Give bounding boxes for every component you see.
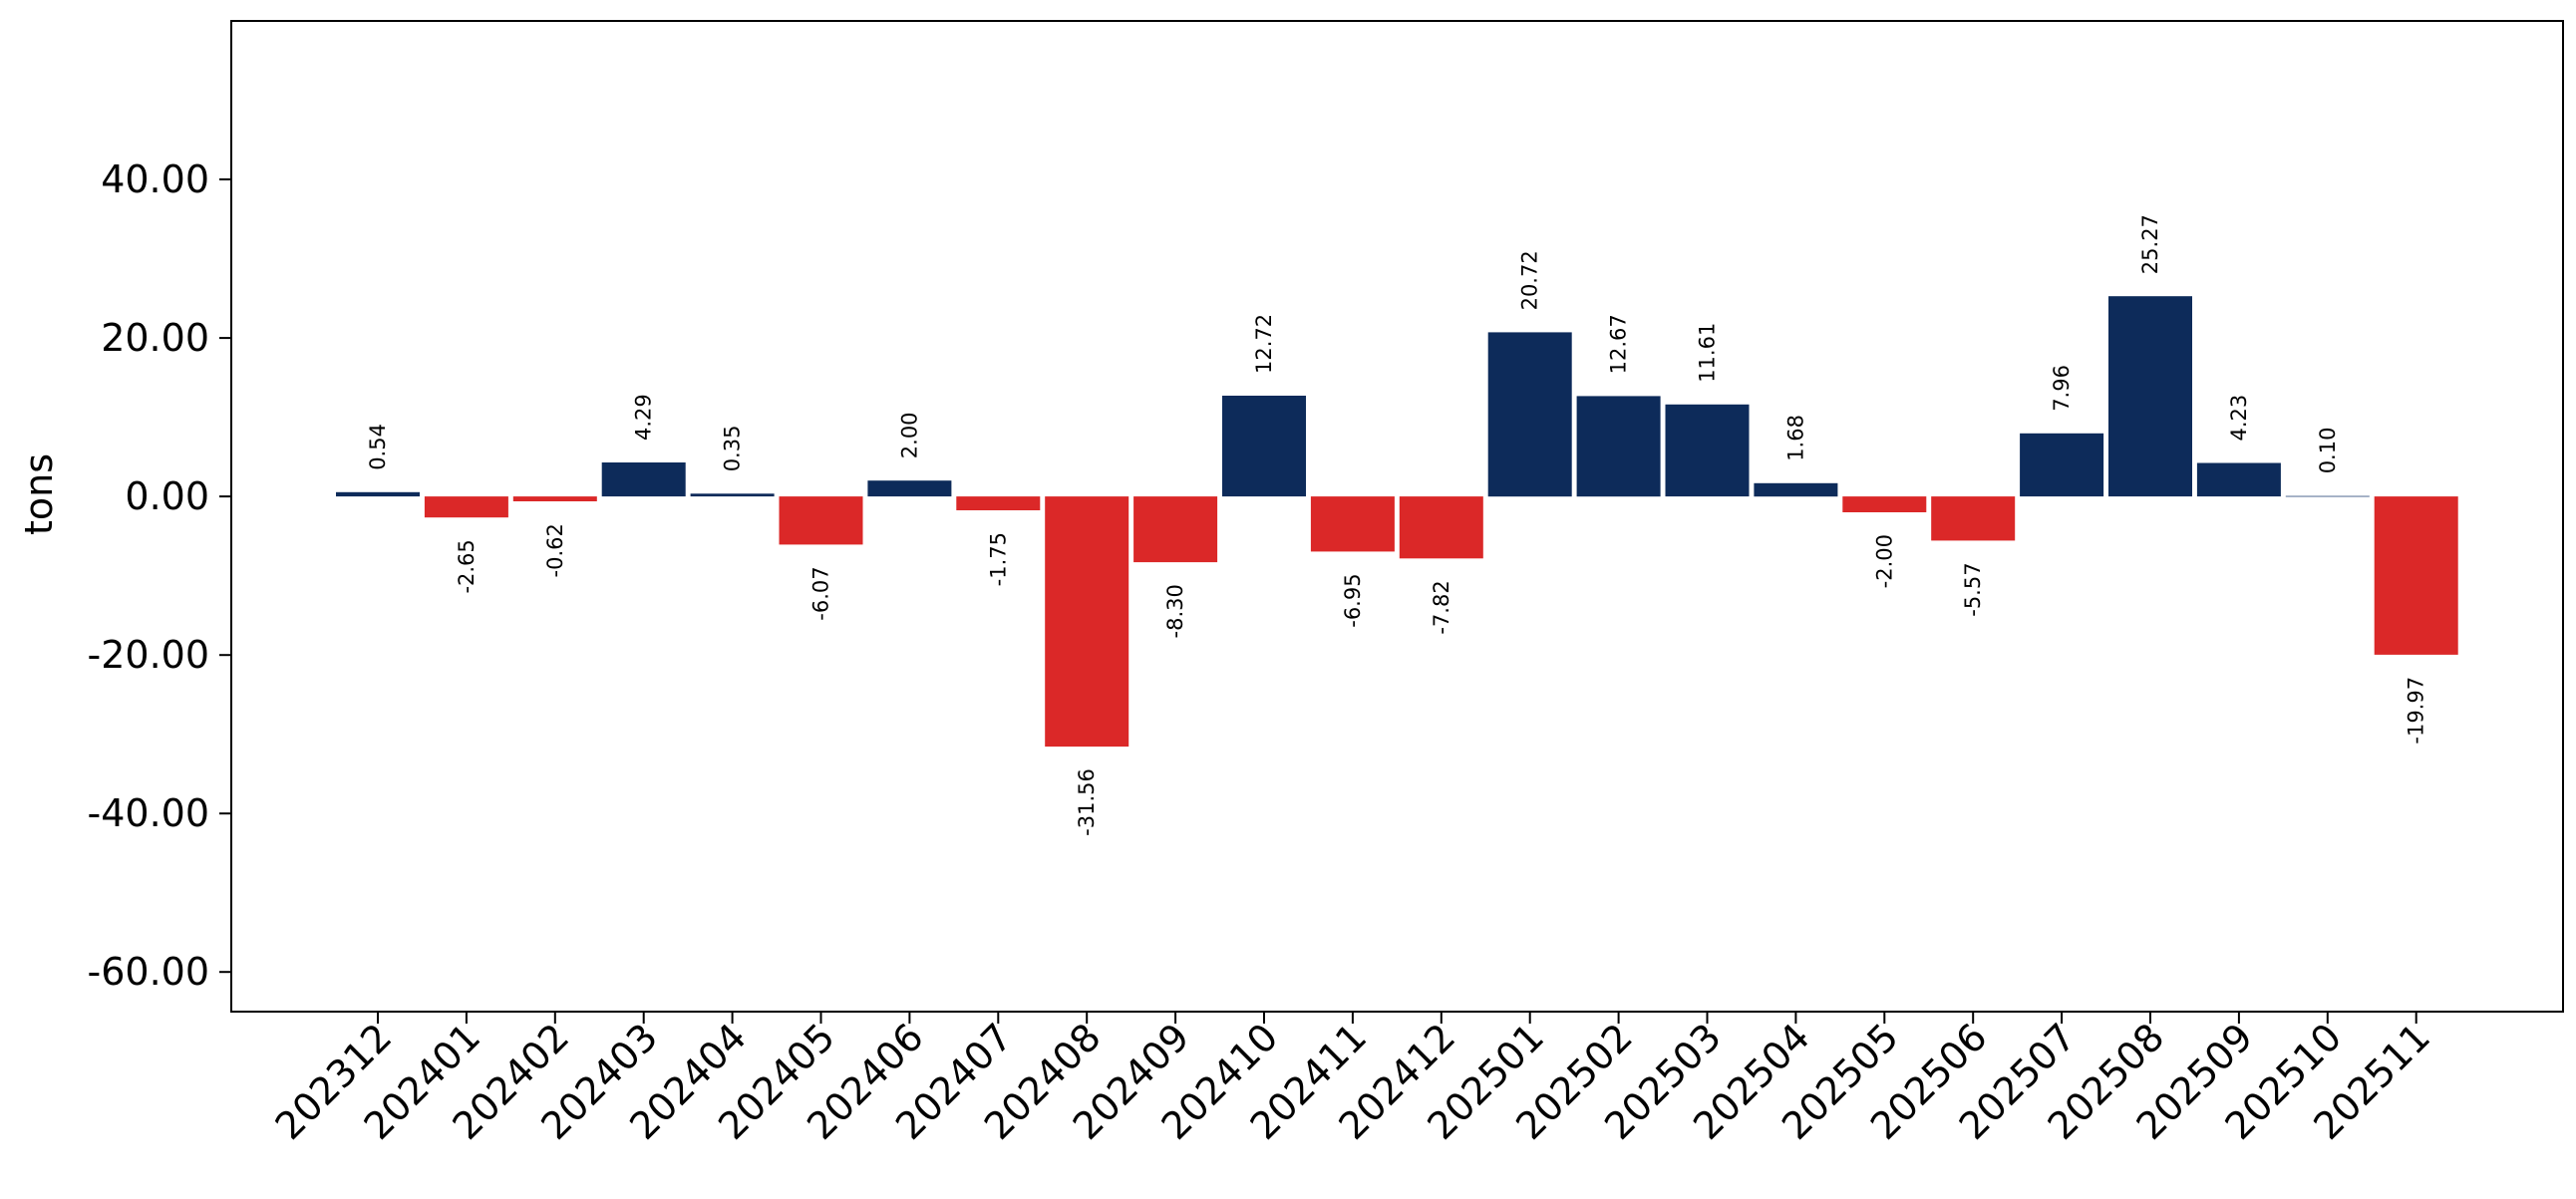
data-labels-layer: 0.54 -2.65 -0.62 4.29 0.35 -6.07 2.00 -1.75 -31.… [366,214,2428,836]
bar-202406 [867,480,952,497]
data-label-202511: -19.97 [2405,677,2428,745]
data-label-202412: -7.82 [1430,580,1453,634]
data-label-202508: 25.27 [2138,214,2162,274]
data-label-202510: 0.10 [2316,428,2340,474]
y-tick-label: -40.00 [88,791,210,835]
data-label-202402: -0.62 [543,523,567,577]
data-label-202409: -8.30 [1163,584,1187,638]
data-label-202407: -1.75 [986,532,1010,586]
bar-202401 [424,496,508,518]
bar-202403 [601,462,686,497]
bar-202408 [1045,496,1129,748]
data-label-202503: 11.61 [1696,323,1720,383]
data-label-202404: 0.35 [721,426,745,472]
bar-202510 [2285,495,2370,497]
y-tick-label: -20.00 [88,633,210,677]
bar-202410 [1222,396,1306,497]
data-label-202405: -6.07 [809,566,833,620]
data-label-202501: 20.72 [1518,250,1542,310]
data-label-202410: 12.72 [1252,314,1276,374]
bar-202505 [1842,496,1927,512]
bar-202411 [1310,496,1395,552]
data-label-202505: -2.00 [1872,534,1896,588]
plot-frame [230,20,2564,1013]
x-axis: 2023122024012024022024032024042024052024… [267,1012,2438,1148]
data-label-202506: -5.57 [1961,562,1985,616]
data-label-202401: -2.65 [455,539,479,593]
data-label-202403: 4.29 [632,394,656,441]
data-label-202312: 0.54 [366,424,390,470]
bar-202506 [1931,496,2016,541]
bar-202508 [2108,296,2192,497]
bar-202502 [1576,396,1661,497]
bar-202501 [1487,332,1572,497]
data-label-202406: 2.00 [897,412,921,458]
data-label-202507: 7.96 [2050,365,2074,412]
data-label-202502: 12.67 [1607,314,1631,374]
data-label-202411: -6.95 [1341,573,1365,627]
bar-202509 [2196,462,2281,497]
y-tick-label: -60.00 [88,950,210,994]
bar-202412 [1399,496,1483,559]
data-label-202504: 1.68 [1783,415,1807,461]
bar-202504 [1754,482,1838,497]
bar-202312 [336,491,420,497]
bar-202402 [512,496,597,501]
bar-202409 [1133,496,1218,563]
y-tick-label: 40.00 [101,157,209,201]
y-axis-title: tons [17,453,61,535]
y-axis: 40.00 20.00 0.00 -20.00 -40.00 -60.00 [88,157,231,994]
bar-202511 [2374,496,2458,655]
bar-202404 [690,493,775,497]
bars-layer [336,296,2458,748]
y-tick-label: 0.00 [125,474,209,518]
bar-202503 [1665,404,1750,497]
bar-202507 [2020,433,2104,497]
bar-202405 [779,496,863,545]
bar-202407 [956,496,1041,510]
y-tick-label: 20.00 [101,316,209,360]
data-label-202408: -31.56 [1075,768,1099,836]
data-label-202509: 4.23 [2227,395,2251,442]
